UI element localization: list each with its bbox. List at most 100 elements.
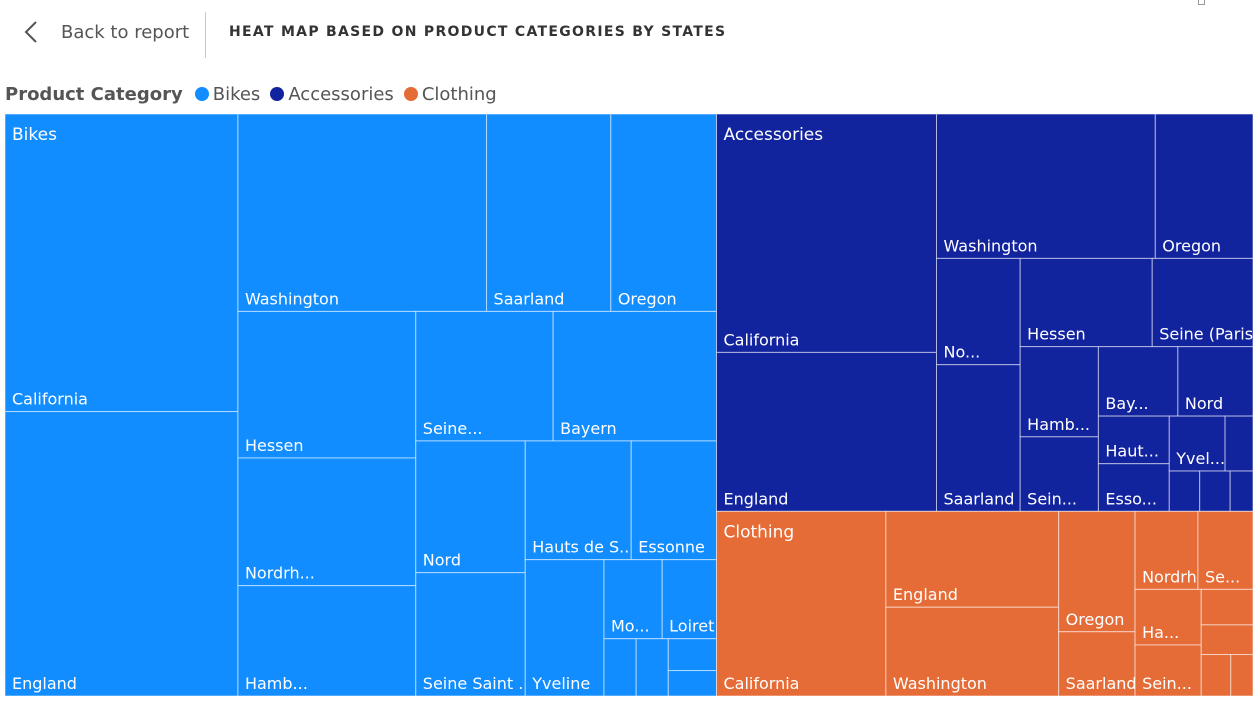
treemap-label-clothing-saarland: Saarland: [1066, 674, 1137, 693]
treemap-tile-clothing-unlabeled-10[interactable]: [1200, 624, 1254, 656]
treemap-tile-clothing-unlabeled-11[interactable]: [1200, 654, 1232, 697]
legend-dot-accessories: [270, 87, 285, 101]
treemap-tile-accessories-oregon[interactable]: [1154, 113, 1254, 259]
treemap-tile-accessories-california[interactable]: [715, 113, 937, 353]
treemap-label-bikes-california: California: [12, 390, 88, 409]
treemap-tile-bikes-seine[interactable]: [415, 310, 554, 442]
treemap-label-clothing-california: California: [723, 674, 799, 693]
treemap-label-accessories-no: No...: [944, 343, 981, 362]
legend-label-accessories: Accessories: [288, 83, 394, 105]
treemap-tile-bikes-essonne[interactable]: [630, 440, 717, 561]
treemap-tile-bikes-washington[interactable]: [237, 113, 488, 312]
treemap-label-bikes-oregon: Oregon: [618, 289, 677, 308]
treemap-label-bikes-saarland: Saarland: [494, 289, 565, 308]
treemap-tile-clothing-se[interactable]: [1197, 510, 1254, 590]
treemap-tile-accessories-england[interactable]: [715, 351, 937, 512]
treemap-label-accessories-esso: Esso...: [1105, 489, 1157, 508]
treemap-tile-bikes-nord[interactable]: [415, 440, 526, 574]
treemap-category-label-clothing: Clothing: [723, 522, 794, 542]
treemap-label-clothing-england: England: [893, 585, 958, 604]
treemap-tile-accessories-unlabeled-18[interactable]: [1229, 470, 1254, 512]
treemap-tile-bikes-yveline[interactable]: [524, 559, 605, 697]
back-arrow-icon[interactable]: [20, 19, 46, 45]
treemap-label-bikes-hamb: Hamb...: [245, 674, 308, 693]
treemap-label-bikes-nordrh: Nordrh...: [245, 564, 315, 583]
treemap-tile-bikes-unlabeled-19[interactable]: [667, 638, 717, 672]
treemap-label-accessories-sein: Sein...: [1027, 489, 1077, 508]
treemap-label-clothing-se: Se...: [1205, 567, 1240, 586]
treemap-tile-bikes-oregon[interactable]: [610, 113, 717, 312]
treemap-tile-accessories-bay[interactable]: [1097, 346, 1179, 417]
treemap-tile-clothing-england[interactable]: [885, 510, 1060, 608]
treemap-label-accessories-saarland: Saarland: [944, 489, 1015, 508]
legend-title: Product Category: [5, 83, 183, 105]
treemap-tile-accessories-hessen[interactable]: [1019, 257, 1153, 348]
legend-item-bikes[interactable]: Bikes: [194, 83, 261, 105]
treemap-tile-clothing-sein[interactable]: [1134, 644, 1202, 697]
legend-label-bikes: Bikes: [212, 83, 261, 105]
treemap-label-accessories-hessen: Hessen: [1027, 325, 1086, 344]
treemap-tile-accessories-saarland[interactable]: [936, 364, 1021, 512]
back-to-report-link[interactable]: Back to report: [61, 22, 190, 43]
treemap-label-bikes-nord: Nord: [423, 551, 461, 570]
treemap-label-bikes-washington: Washington: [245, 289, 339, 308]
treemap-tile-accessories-nord[interactable]: [1177, 346, 1254, 417]
treemap-label-accessories-oregon: Oregon: [1162, 236, 1221, 255]
treemap-label-clothing-oregon: Oregon: [1066, 610, 1125, 629]
treemap-label-accessories-england: England: [723, 489, 788, 508]
legend: Product Category Bikes Accessories Cloth…: [5, 82, 507, 106]
treemap-tile-clothing-unlabeled-12[interactable]: [1230, 654, 1254, 697]
treemap-label-accessories-nord: Nord: [1185, 394, 1223, 413]
treemap-label-accessories-bay: Bay...: [1105, 394, 1148, 413]
treemap-tile-bikes-unlabeled-20[interactable]: [667, 670, 717, 697]
legend-item-accessories[interactable]: Accessories: [270, 84, 394, 105]
treemap-label-bikes-hessen: Hessen: [245, 436, 304, 455]
treemap-label-clothing-ha: Ha...: [1142, 623, 1179, 642]
treemap-tile-clothing-nordrhe[interactable]: [1134, 510, 1199, 590]
treemap-tile-bikes-hessen[interactable]: [237, 310, 417, 459]
treemap-tile-accessories-washington[interactable]: [936, 113, 1156, 259]
treemap-tile-clothing-saarland[interactable]: [1058, 631, 1136, 697]
treemap-label-accessories-yvel: Yvel...: [1175, 449, 1225, 468]
treemap-tile-bikes-unlabeled-17[interactable]: [603, 638, 637, 697]
page-title: HEAT MAP BASED ON PRODUCT CATEGORIES BY …: [229, 24, 727, 40]
treemap-group-accessories: California England Washington Oregon No... Sa…: [715, 113, 1258, 512]
treemap-tile-accessories-esso[interactable]: [1097, 463, 1170, 512]
treemap-tile-accessories-seine-paris[interactable]: [1151, 257, 1254, 348]
treemap-tile-accessories-yvel[interactable]: [1168, 415, 1226, 472]
treemap-tile-bikes-california[interactable]: [4, 113, 239, 413]
treemap-label-clothing-washington: Washington: [893, 674, 987, 693]
treemap-label-bikes-yveline: Yveline: [531, 674, 590, 693]
legend-item-clothing[interactable]: Clothing: [403, 83, 497, 105]
treemap-label-accessories-california: California: [723, 330, 799, 349]
treemap-label-bikes-loiret: Loiret: [669, 617, 714, 636]
treemap-category-label-bikes: Bikes: [12, 125, 57, 145]
treemap-category-label-accessories: Accessories: [723, 125, 823, 145]
treemap-label-bikes-essonne: Essonne: [638, 538, 705, 557]
treemap-tile-bikes-unlabeled-18[interactable]: [635, 638, 669, 697]
treemap-tile-accessories-haut[interactable]: [1097, 415, 1170, 465]
treemap-tile-bikes-saarland[interactable]: [486, 113, 612, 312]
treemap-tile-accessories-unlabeled-16[interactable]: [1168, 470, 1201, 512]
treemap-tile-accessories-no[interactable]: [936, 257, 1021, 366]
treemap-tile-bikes-hauts-de-s[interactable]: [524, 440, 632, 561]
treemap-tile-bikes-nordrh[interactable]: [237, 457, 417, 587]
corner-mark: [1198, 0, 1205, 5]
treemap-tile-bikes-england[interactable]: [4, 411, 239, 697]
treemap-tile-accessories-unlabeled-15[interactable]: [1224, 415, 1254, 472]
treemap-label-accessories-haut: Haut...: [1105, 442, 1159, 461]
treemap-label-accessories-seine-paris: Seine (Paris): [1159, 325, 1258, 344]
treemap-tile-accessories-hamb[interactable]: [1019, 346, 1099, 438]
treemap-tile-clothing-unlabeled-9[interactable]: [1200, 588, 1254, 626]
treemap-label-accessories-hamb: Hamb...: [1027, 415, 1090, 434]
treemap-label-bikes-seine: Seine...: [423, 419, 483, 438]
treemap-label-clothing-sein: Sein...: [1142, 674, 1192, 693]
report-header: Back to report HEAT MAP BASED ON PRODUCT…: [0, 0, 1258, 66]
treemap-tile-bikes-hamb[interactable]: [237, 585, 417, 697]
legend-label-clothing: Clothing: [421, 83, 497, 105]
treemap-group-bikes: California England Washington Saarland Orego…: [4, 113, 717, 697]
treemap-tile-clothing-ha[interactable]: [1134, 588, 1202, 646]
treemap-tile-accessories-unlabeled-17[interactable]: [1199, 470, 1231, 512]
treemap-tile-bikes-loiret[interactable]: [661, 559, 717, 640]
